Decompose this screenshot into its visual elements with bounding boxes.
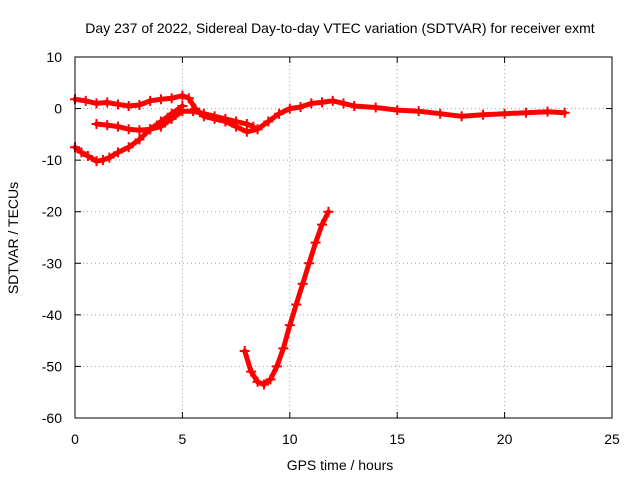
data-point [134, 134, 145, 145]
data-point [123, 142, 134, 153]
data-point [392, 105, 403, 116]
data-point [478, 109, 489, 120]
x-tick-label: 10 [282, 431, 298, 447]
data-point [112, 147, 123, 158]
data-point [291, 299, 302, 310]
x-tick-label: 25 [604, 431, 620, 447]
data-point [456, 111, 467, 122]
data-point [155, 116, 166, 127]
data-point [76, 147, 87, 158]
data-point [177, 100, 188, 111]
series-line-mid-track [94, 108, 256, 133]
data-point [183, 93, 194, 104]
y-tick-label: -30 [42, 255, 62, 271]
data-point [112, 121, 123, 132]
data-point [220, 113, 231, 124]
x-tick-label: 15 [389, 431, 405, 447]
data-point [155, 94, 166, 105]
data-point [265, 374, 276, 385]
data-point [542, 106, 553, 117]
data-point [91, 156, 102, 167]
data-point [104, 152, 115, 163]
x-tick-label: 20 [497, 431, 513, 447]
data-point [91, 119, 102, 130]
data-point [80, 95, 91, 106]
data-point [188, 106, 199, 117]
x-axis-label: GPS time / hours [287, 457, 394, 473]
data-point [241, 119, 252, 130]
y-tick-label: -10 [42, 152, 62, 168]
data-point [259, 379, 270, 390]
data-point [145, 124, 156, 135]
y-tick-label: 0 [54, 101, 62, 117]
y-tick-label: 10 [46, 49, 62, 65]
data-point [82, 151, 93, 162]
y-tick-label: -40 [42, 307, 62, 323]
data-point [97, 155, 108, 166]
y-tick-label: -50 [42, 358, 62, 374]
data-point [370, 102, 381, 113]
x-tick-label: 5 [179, 431, 187, 447]
chart-title: Day 237 of 2022, Sidereal Day-to-day VTE… [85, 20, 594, 36]
data-point [263, 116, 274, 127]
data-point [323, 206, 334, 217]
data-point [134, 99, 145, 110]
data-point [274, 108, 285, 119]
data-point [91, 98, 102, 109]
data-point [102, 120, 113, 131]
data-point [252, 376, 263, 387]
data-point [435, 108, 446, 119]
data-point [102, 97, 113, 108]
data-point [112, 99, 123, 110]
ticks: 0 5 10 15 20 25 10 0 -10 -20 -30 -40 -50 -60 [42, 49, 620, 447]
data-point [166, 93, 177, 104]
data-point [239, 345, 250, 356]
data-point [271, 361, 282, 372]
data-point [134, 125, 145, 136]
data-point [327, 95, 338, 106]
data-point [177, 90, 188, 101]
data-point [145, 95, 156, 106]
data-point [559, 107, 570, 118]
data-point [317, 97, 328, 108]
data-point [284, 103, 295, 114]
x-tick-label: 0 [71, 431, 79, 447]
data-point [166, 108, 177, 119]
data-point [317, 219, 328, 230]
data-point [231, 116, 242, 127]
data-point [123, 100, 134, 111]
y-tick-label: -20 [42, 204, 62, 220]
data-point [521, 107, 532, 118]
data-point [198, 108, 209, 119]
data-point [304, 258, 315, 269]
data-point [306, 98, 317, 109]
data-point [310, 237, 321, 248]
series-group [70, 90, 570, 390]
data-point [297, 278, 308, 289]
data-point [499, 108, 510, 119]
data-point [278, 343, 289, 354]
data-point [413, 106, 424, 117]
data-point [123, 124, 134, 135]
y-axis-label: SDTVAR / TECUs [5, 182, 21, 294]
data-point [284, 320, 295, 331]
data-point [338, 98, 349, 109]
data-point [246, 366, 257, 377]
data-point [248, 121, 259, 132]
data-point [349, 100, 360, 111]
plot-frame [74, 56, 613, 419]
data-point [295, 102, 306, 113]
y-tick-label: -60 [42, 410, 62, 426]
data-point [209, 111, 220, 122]
